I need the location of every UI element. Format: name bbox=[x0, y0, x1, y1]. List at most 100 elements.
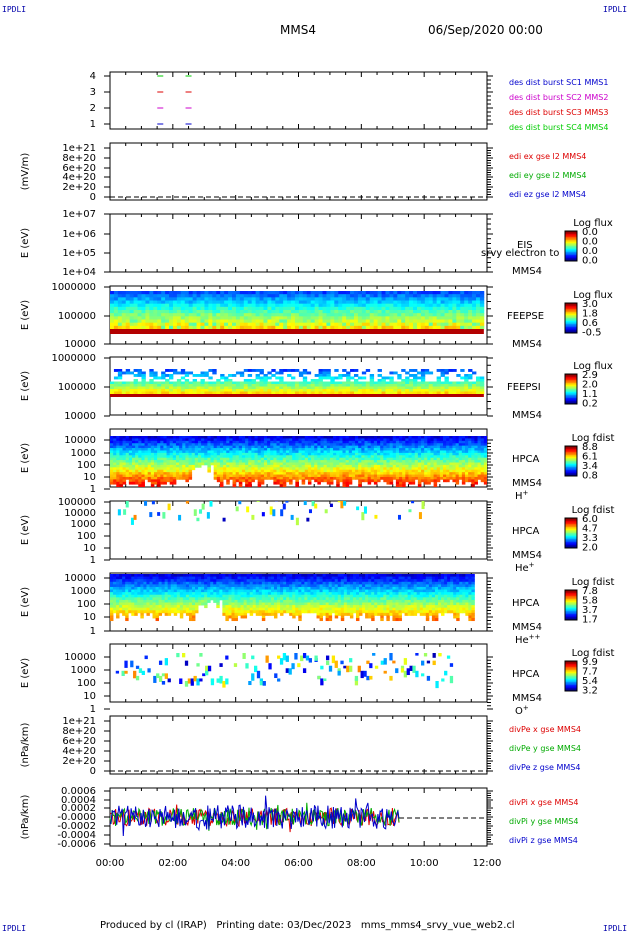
spec-cell bbox=[267, 452, 271, 456]
spec-cell bbox=[282, 469, 287, 473]
spec-cell bbox=[184, 381, 190, 385]
spec-cell bbox=[389, 474, 394, 478]
spec-cell bbox=[439, 467, 444, 471]
spec-cell bbox=[210, 440, 215, 444]
spec-cell bbox=[219, 445, 224, 449]
spec-cell bbox=[408, 443, 412, 447]
spec-cell bbox=[428, 381, 434, 385]
spec-cell bbox=[282, 440, 287, 444]
spec-cell bbox=[355, 452, 359, 456]
spec-cell bbox=[468, 381, 473, 385]
spec-cell bbox=[436, 381, 441, 385]
spec-cell bbox=[113, 472, 117, 475]
spec-cell bbox=[295, 469, 299, 473]
spec-cell bbox=[433, 445, 438, 449]
spec-cell bbox=[144, 436, 149, 439]
spec-cell bbox=[271, 389, 276, 392]
spec-cell bbox=[235, 467, 240, 471]
spec-cell bbox=[436, 325, 441, 330]
spec-cell bbox=[289, 438, 293, 442]
spec-cell bbox=[157, 391, 162, 395]
spec-cell bbox=[317, 443, 321, 447]
spec-cell bbox=[358, 448, 362, 451]
spec-cell bbox=[336, 440, 340, 444]
spec-cell bbox=[125, 303, 131, 308]
spec-cell bbox=[307, 443, 312, 447]
spec-cell bbox=[224, 384, 229, 387]
spec-cell bbox=[210, 436, 215, 439]
spec-cell bbox=[287, 369, 292, 372]
colorbar-segment bbox=[565, 378, 577, 381]
colorbar-segment bbox=[565, 255, 577, 257]
spec-cell bbox=[282, 460, 287, 463]
spec-cell bbox=[289, 450, 293, 454]
spec-cell bbox=[204, 384, 209, 387]
spec-cell bbox=[427, 469, 431, 473]
spec-cell bbox=[471, 448, 475, 451]
spec-cell bbox=[204, 322, 209, 327]
spec-cell bbox=[157, 389, 162, 392]
spec-cell bbox=[141, 384, 146, 387]
spec-cell bbox=[248, 481, 252, 485]
spec-cell bbox=[291, 322, 296, 327]
spec-cell bbox=[405, 376, 410, 380]
spec-cell bbox=[399, 455, 403, 459]
colorbar-frame bbox=[564, 302, 578, 334]
colorbar-segment bbox=[565, 246, 577, 248]
legend-entry: edi ez gse l2 MMS4 bbox=[509, 190, 586, 199]
spec-cell bbox=[157, 448, 161, 451]
spec-cell bbox=[468, 376, 473, 380]
spec-cell bbox=[135, 462, 139, 466]
spec-cell bbox=[232, 448, 237, 451]
spec-cell bbox=[392, 452, 397, 456]
spec-cell bbox=[275, 319, 280, 324]
spec-cell bbox=[386, 448, 391, 451]
spec-cell bbox=[257, 438, 262, 442]
spec-cell bbox=[373, 440, 378, 444]
y-tick-label: 100000 bbox=[58, 497, 96, 508]
spec-cell bbox=[464, 381, 469, 385]
spec-cell bbox=[385, 389, 390, 392]
spec-cell bbox=[444, 316, 449, 320]
spec-cell bbox=[298, 460, 303, 463]
spec-cell bbox=[320, 452, 325, 456]
spec-cell bbox=[172, 455, 177, 459]
spec-cell bbox=[465, 479, 469, 483]
spec-cell bbox=[456, 306, 461, 311]
spec-cell bbox=[239, 310, 245, 314]
spec-cell bbox=[433, 452, 438, 456]
spec-cell bbox=[402, 460, 406, 463]
spec-cell bbox=[326, 391, 331, 395]
spec-cell bbox=[448, 389, 453, 392]
spec-cell bbox=[153, 313, 158, 317]
spec-cell bbox=[241, 469, 246, 473]
spec-cell bbox=[389, 303, 394, 308]
spec-cell bbox=[175, 450, 180, 454]
colorbar-tick-label: 3.3 bbox=[582, 533, 598, 544]
spec-cell bbox=[212, 389, 217, 392]
spec-cell bbox=[397, 391, 402, 395]
spec-cell bbox=[381, 376, 386, 380]
spec-cell bbox=[204, 460, 208, 463]
spec-cell bbox=[475, 297, 481, 301]
spec-cell bbox=[397, 306, 402, 311]
spec-cell bbox=[377, 450, 381, 454]
spec-cell bbox=[251, 457, 255, 461]
spec-cell bbox=[364, 443, 369, 447]
spec-cell bbox=[402, 450, 406, 454]
spec-cell bbox=[157, 479, 161, 483]
spec-cell bbox=[338, 291, 343, 295]
spec-cell bbox=[150, 462, 155, 466]
spec-cell bbox=[235, 479, 240, 483]
spec-cell bbox=[287, 291, 292, 295]
spec-cell bbox=[235, 457, 240, 461]
spec-cell bbox=[200, 389, 205, 392]
spec-cell bbox=[263, 294, 268, 298]
spec-cell bbox=[228, 374, 233, 377]
spec-cell bbox=[329, 503, 333, 508]
spec-cell bbox=[263, 313, 268, 317]
spec-cell bbox=[340, 501, 344, 509]
spec-cell bbox=[241, 445, 246, 449]
spec-cell bbox=[461, 479, 466, 483]
